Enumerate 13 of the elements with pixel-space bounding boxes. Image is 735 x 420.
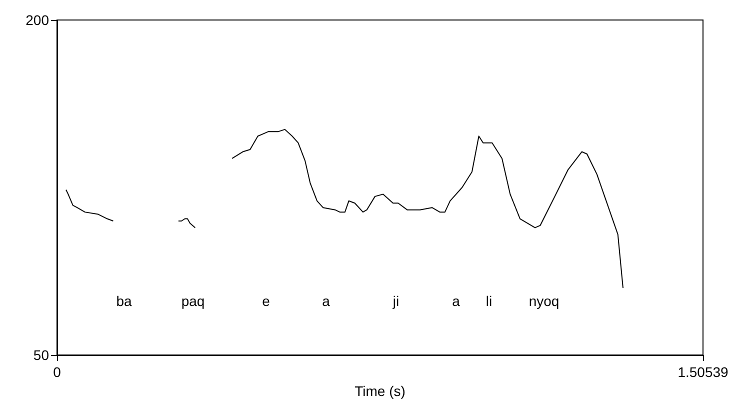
annotation: a xyxy=(452,293,460,309)
annotation: li xyxy=(486,293,492,309)
x-tick-label: 0 xyxy=(53,364,62,380)
annotation: paq xyxy=(181,293,205,309)
x-tick-label: 1.50539 xyxy=(678,364,729,380)
annotation: ba xyxy=(116,293,132,309)
annotation: ji xyxy=(392,293,400,309)
x-axis-title: Time (s) xyxy=(354,382,406,399)
annotation: nyoq xyxy=(528,293,560,309)
annotation: e xyxy=(262,293,270,309)
y-tick-label: 50 xyxy=(33,347,50,363)
y-tick-label: 200 xyxy=(26,12,50,28)
annotation: a xyxy=(322,293,330,309)
